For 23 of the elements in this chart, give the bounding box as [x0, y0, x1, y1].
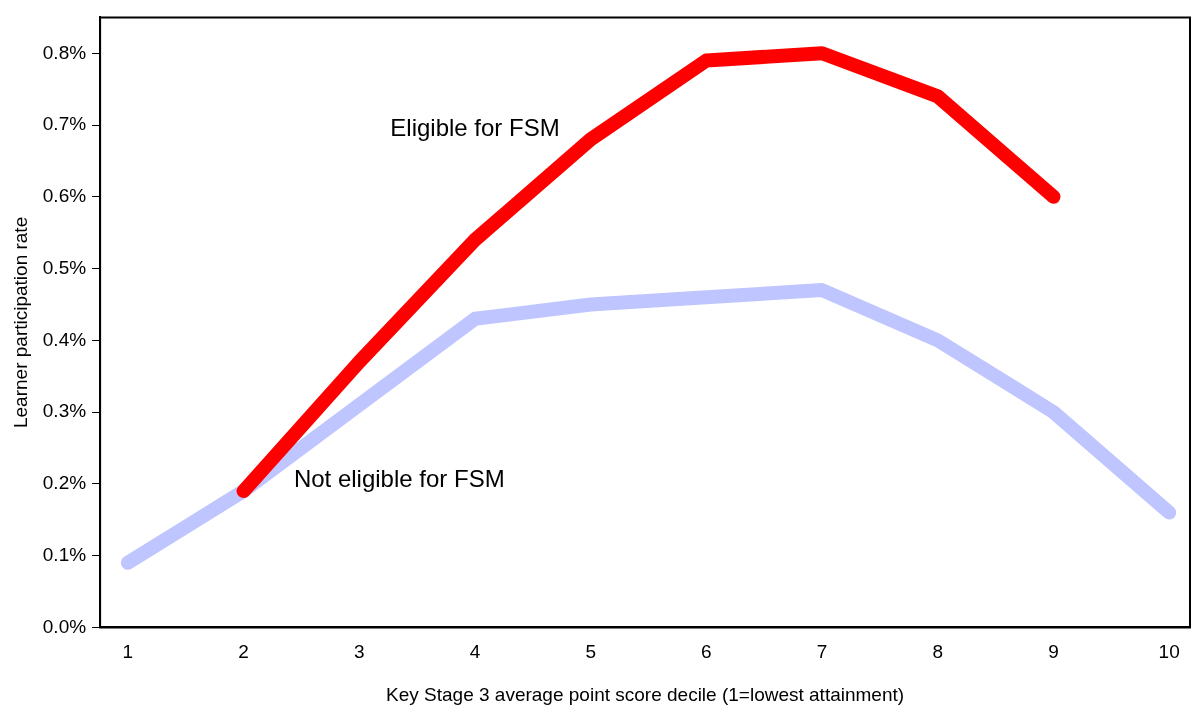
y-tick-label: 0.2%: [42, 472, 87, 494]
x-tick-label: 9: [1048, 641, 1059, 663]
y-tick-label: 0.7%: [42, 113, 87, 135]
y-axis-title: Learner participation rate: [9, 216, 31, 429]
x-tick-label: 7: [816, 641, 828, 663]
y-tick-label: 0.4%: [42, 328, 87, 350]
y-tick-label: 0.6%: [42, 185, 87, 207]
x-tick-label: 1: [122, 641, 134, 663]
y-tick-label: 0.5%: [42, 256, 87, 278]
x-tick-label: 8: [932, 641, 944, 663]
series-label: Eligible for FSM: [390, 114, 560, 142]
x-tick-label: 4: [469, 641, 481, 663]
x-tick-label: 6: [701, 641, 712, 663]
x-tick-label: 10: [1158, 641, 1180, 663]
x-tick-label: 3: [353, 641, 365, 663]
x-tick-label: 2: [238, 641, 249, 663]
x-tick-label: 5: [585, 641, 596, 663]
y-tick-label: 0.8%: [42, 41, 87, 63]
x-axis-title: Key Stage 3 average point score decile (1=lowest attainment): [386, 683, 905, 705]
y-tick-label: 0.0%: [42, 615, 87, 637]
y-tick-label: 0.3%: [42, 400, 87, 422]
series-label: Not eligible for FSM: [293, 464, 505, 492]
y-tick-label: 0.1%: [42, 543, 87, 565]
